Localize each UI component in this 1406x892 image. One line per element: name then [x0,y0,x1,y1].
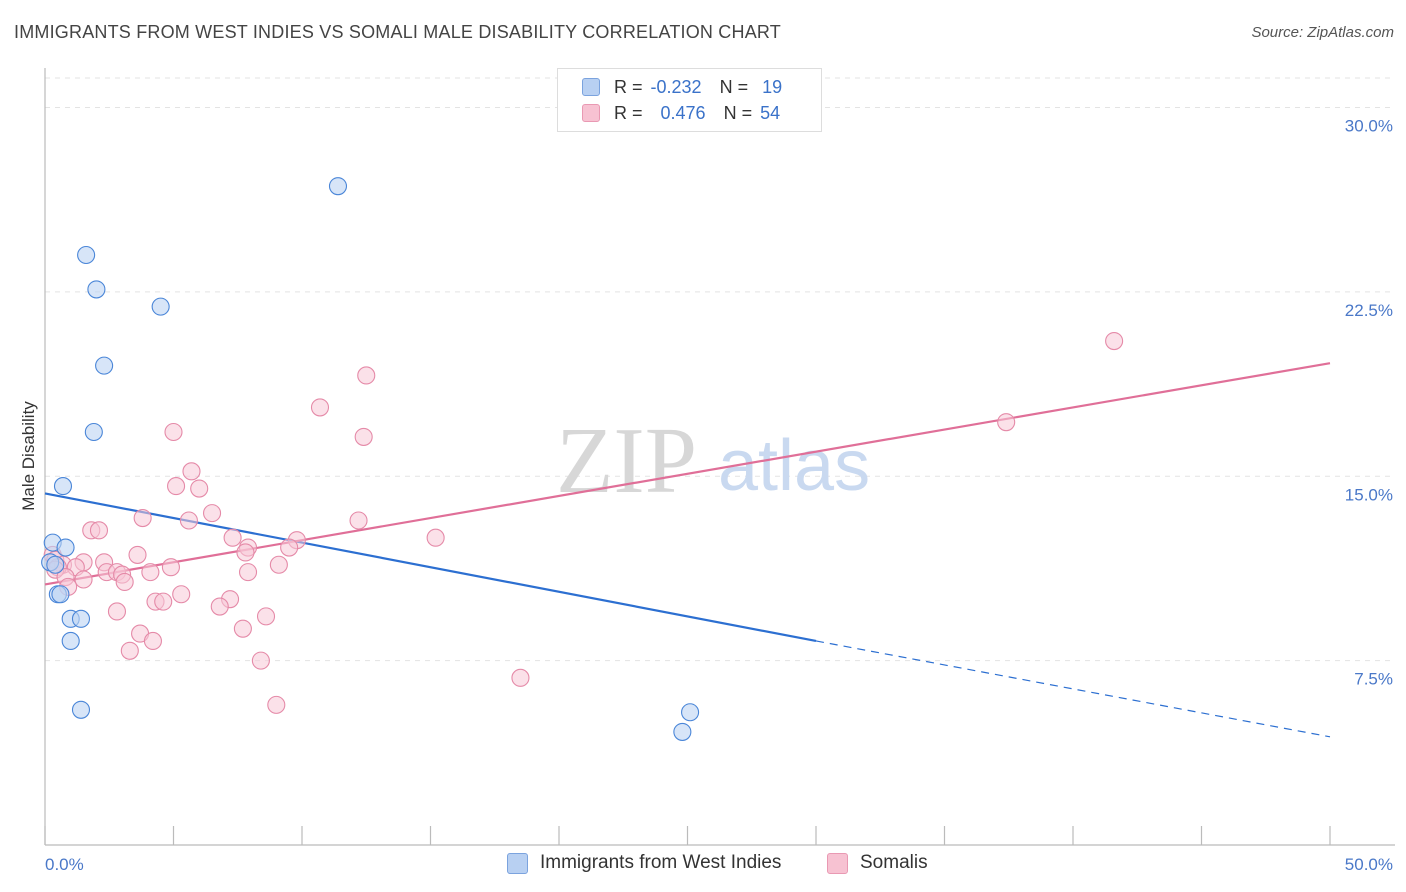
data-point-somalis [426,528,445,547]
y-tick-label: 22.5% [1345,301,1393,320]
data-point-somalis [203,504,222,523]
data-point-somalis [236,543,255,562]
source-label: Source: ZipAtlas.com [1251,24,1394,41]
data-point-somalis [141,563,160,582]
bottom-legend: Immigrants from West Indies Somalis [0,852,1406,878]
data-points [41,177,1124,741]
watermark-atlas: atlas [718,426,870,506]
data-point-somalis [179,511,198,530]
legend-row-west-indies: R = -0.232 N = 19 [582,76,782,98]
data-point-west-indies [673,722,692,741]
watermark: ZIP atlas [556,409,870,513]
trend-line-west-indies [44,492,817,643]
data-point-somalis [161,558,180,577]
data-point-west-indies [328,177,348,196]
data-point-west-indies [61,631,80,651]
legend-row-somalis: R = 0.476 N = 54 [582,102,780,124]
data-point-somalis [172,585,191,604]
legend-n-value: 54 [760,102,781,123]
y-axis-title: Male Disability [19,401,38,511]
data-point-somalis [89,521,109,540]
y-tick-label: 7.5% [1354,670,1393,689]
data-point-somalis [997,413,1016,432]
data-point-west-indies [681,703,700,722]
data-point-somalis [164,422,183,442]
data-point-west-indies [51,585,70,604]
chart-title: IMMIGRANTS FROM WEST INDIES VS SOMALI MA… [14,22,781,42]
data-point-somalis [210,597,229,616]
data-point-somalis [310,398,330,417]
legend-r-label: R = [614,102,643,123]
trend-line-west-indies-extension [815,640,1331,738]
data-point-somalis [133,508,152,528]
bottom-legend-label: Somalis [860,852,928,873]
data-point-somalis [511,668,530,687]
legend-n-label: N = [723,102,753,123]
data-point-somalis [238,563,258,582]
x-tick-label: 0.0% [45,855,84,874]
data-point-somalis [120,641,139,660]
y-tick-label: 15.0% [1345,485,1393,504]
data-point-somalis [357,366,376,385]
legend-swatch-blue [582,78,600,96]
data-point-somalis [1105,331,1124,351]
legend-n-value: 19 [762,76,783,97]
legend-r-label: R = [614,76,643,97]
data-point-somalis [115,572,134,592]
data-point-somalis [190,479,209,498]
data-point-somalis [349,511,368,530]
watermark-zip: ZIP [556,409,697,513]
data-point-west-indies [56,538,75,557]
data-point-west-indies [84,422,103,442]
x-tick-label: 50.0% [1345,855,1393,874]
legend-swatch-pink [582,104,600,122]
data-point-west-indies [46,555,65,574]
bottom-legend-swatch-pink [827,852,848,874]
data-point-somalis [74,570,93,589]
bottom-legend-label: Immigrants from West Indies [540,852,782,873]
data-point-west-indies [77,245,96,265]
data-point-west-indies [87,280,106,299]
bottom-legend-west-indies: Immigrants from West Indies [507,852,781,874]
data-point-somalis [251,651,270,670]
data-point-west-indies [95,356,114,375]
bottom-legend-swatch-blue [507,852,528,874]
legend-n-label: N = [719,76,749,97]
data-point-somalis [280,538,299,557]
data-point-somalis [267,695,286,714]
trend-lines [44,362,1331,738]
data-point-somalis [223,528,242,547]
axes [44,68,1395,846]
legend-r-value: -0.232 [650,76,702,97]
data-point-west-indies [151,297,170,316]
bottom-legend-somalis: Somalis [827,852,928,874]
data-point-somalis [167,477,186,496]
data-point-somalis [128,545,147,564]
tick-labels: 7.5% 15.0% 22.5% 30.0% 0.0% 50.0% [45,117,1393,875]
y-tick-label: 30.0% [1345,117,1393,136]
legend: R = -0.232 N = 19 R = 0.476 N = 54 [557,68,822,132]
trend-line-somalis [44,362,1331,586]
data-point-somalis [182,462,201,481]
data-point-somalis [256,607,276,626]
data-point-west-indies [71,700,91,719]
data-point-somalis [143,631,162,651]
data-point-somalis [154,592,173,611]
data-point-west-indies [71,609,91,628]
legend-r-value: 0.476 [660,102,706,123]
data-point-west-indies [53,477,73,496]
data-point-somalis [107,602,127,621]
data-point-somalis [354,427,373,446]
data-point-somalis [269,555,288,574]
data-point-somalis [233,619,252,638]
